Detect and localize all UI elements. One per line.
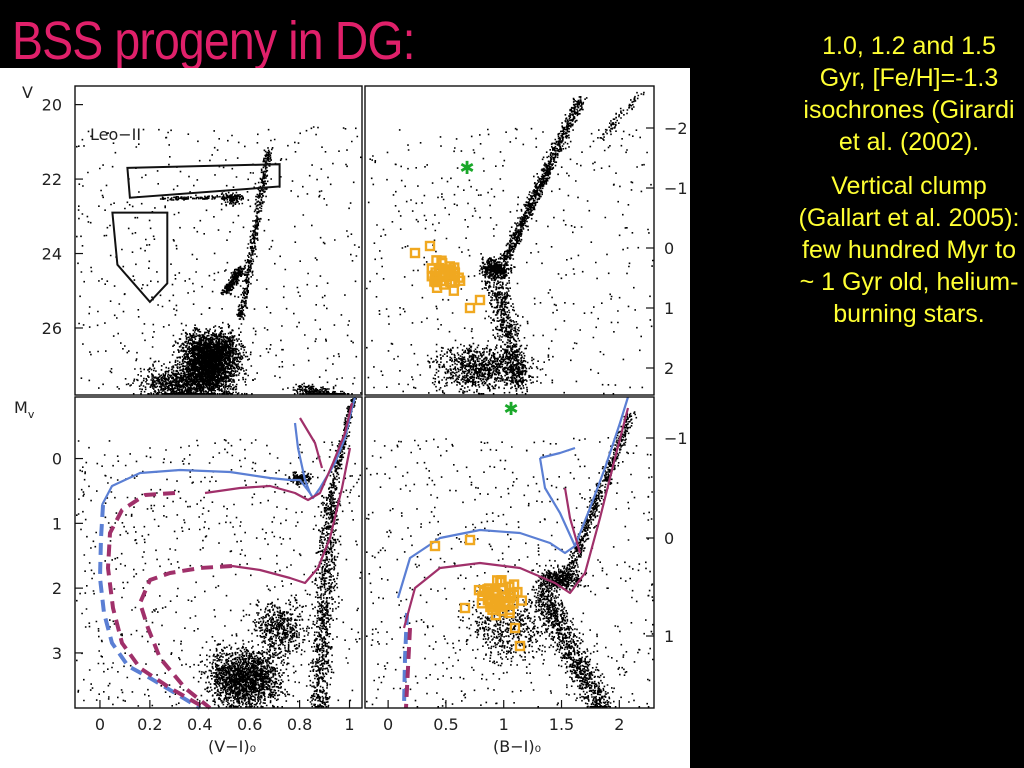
isochrone-1.2-dashed	[106, 491, 206, 710]
isochrone-B-1.0-dashed	[402, 612, 409, 709]
axis-label-bi: (B−I)₀	[493, 737, 541, 756]
bss-marker-bottom-39	[504, 607, 515, 619]
tick-label-vi-1: 1	[344, 715, 354, 734]
frame-top-right	[364, 85, 655, 396]
frame-bottom-right	[364, 396, 655, 709]
isochrone-1.0-dashed	[98, 504, 202, 710]
tick-label-bi-0.5: 0.5	[433, 715, 458, 734]
star-points-br	[366, 411, 654, 708]
tick-label-v-20: 20	[42, 96, 62, 115]
tick-label-vi-0.8: 0.8	[287, 715, 312, 734]
tick-label-vi-0.6: 0.6	[237, 715, 262, 734]
tick-label-tr-3: 1	[664, 299, 674, 318]
tick-label-bi-1: 1	[499, 715, 509, 734]
tick-label-mv-3: 3	[52, 644, 62, 663]
star-points	[76, 91, 654, 708]
tick-label-mv-1: 1	[52, 514, 62, 533]
tick-label-v-24: 24	[42, 245, 62, 264]
isochrone-1.2-loop	[299, 417, 324, 469]
isochrones-note: 1.0, 1.2 and 1.5 Gyr, [Fe/H]=-1.3 isochr…	[803, 32, 1015, 156]
isochrone-1.5-dashed	[138, 564, 233, 710]
tick-label-tr-1: −1	[664, 179, 688, 198]
tick-label-bi-2: 2	[614, 715, 624, 734]
bss-marker-top-33	[438, 268, 450, 279]
isochrone-B-1.0-top	[539, 446, 576, 460]
tick-label-bi-0: 0	[383, 715, 393, 734]
tick-label-vi-0.2: 0.2	[137, 715, 162, 734]
slide-title: BSS progeny in DG:	[12, 11, 416, 71]
tick-label-br-0: −1	[664, 429, 688, 448]
star-points-tl	[76, 126, 362, 395]
bss-marker-top-14	[436, 257, 448, 269]
bss-candidates: ✱✱	[409, 158, 528, 652]
tick-label-br-2: 1	[664, 627, 674, 646]
isochrone-1.2-solid	[204, 402, 354, 502]
bss-marker-top-40	[464, 302, 476, 314]
isochrone-1.5-solid	[231, 447, 352, 585]
frame-top-left	[74, 85, 363, 396]
isochrones	[98, 396, 630, 710]
selection-box-0	[126, 163, 281, 199]
bss-marker-top-15	[448, 285, 460, 296]
bss-marker-bottom-37	[477, 590, 488, 602]
tick-label-tr-4: 2	[664, 359, 674, 378]
isochrone-1.0-solid	[101, 396, 357, 506]
bss-marker-bottom-41	[494, 596, 506, 607]
bss-marker-top-38	[424, 240, 436, 252]
green-star-marker-top: ✱	[459, 158, 474, 179]
bss-marker-bottom-46	[459, 602, 471, 614]
axis-label-v: V	[22, 83, 33, 102]
tick-label-mv-2: 2	[52, 579, 62, 598]
dataset-label: Leo−II	[90, 125, 141, 144]
tick-label-bi-1.5: 1.5	[549, 715, 574, 734]
bss-marker-top-39	[409, 247, 421, 259]
tick-label-mv-0: 0	[52, 450, 62, 469]
isochrone-B-1.0-loop	[538, 457, 577, 547]
cmd-figure: ✱ ✱ 20 22 24 26 V Leo−II −2 −1 0 1 2 0 1 2 3 Mv 0 0.2 0.4 0.…	[0, 68, 690, 768]
isochrone-B-1.2-solid	[402, 407, 630, 629]
bss-marker-top-34	[445, 276, 456, 288]
isochrone-B-1.2-loop	[563, 487, 582, 554]
bss-marker-bottom-44	[509, 622, 521, 634]
tick-label-br-1: 0	[664, 529, 674, 548]
bss-marker-top-36	[449, 266, 460, 278]
bss-marker-top-37	[430, 276, 442, 288]
tick-label-vi-0.4: 0.4	[187, 715, 212, 734]
vertical-clump-note: Vertical clump (Gallart et al. 2005): fe…	[798, 172, 1020, 328]
star-points-tr	[366, 91, 654, 395]
axis-label-mv: Mv	[14, 398, 35, 421]
axis-label-vi: (V−I)₀	[208, 737, 256, 756]
green-star-marker-bottom: ✱	[503, 399, 518, 420]
bss-marker-bottom-43	[464, 534, 476, 546]
bss-marker-bottom-42	[429, 540, 441, 552]
star-points-bl	[76, 398, 362, 708]
notes-panel: 1.0, 1.2 and 1.5 Gyr, [Fe/H]=-1.3 isochr…	[796, 30, 1022, 342]
selection-box-1	[111, 211, 169, 304]
bss-marker-bottom-33	[487, 604, 498, 616]
tick-label-v-22: 22	[42, 170, 62, 189]
bss-marker-bottom-40	[489, 585, 501, 596]
isochrone-B-1.2-dashed	[404, 627, 412, 709]
bss-marker-bottom-36	[505, 590, 516, 601]
tick-label-tr-0: −2	[664, 119, 688, 138]
tick-label-vi-0: 0	[95, 715, 105, 734]
frame-bottom-left	[74, 396, 363, 709]
bss-marker-top-41	[474, 294, 486, 306]
bss-marker-top-31	[431, 255, 442, 266]
isochrone-1.0-loop	[293, 422, 312, 494]
tick-label-tr-2: 0	[664, 239, 674, 258]
tick-label-v-26: 26	[42, 319, 62, 338]
bss-marker-bottom-45	[514, 640, 526, 652]
